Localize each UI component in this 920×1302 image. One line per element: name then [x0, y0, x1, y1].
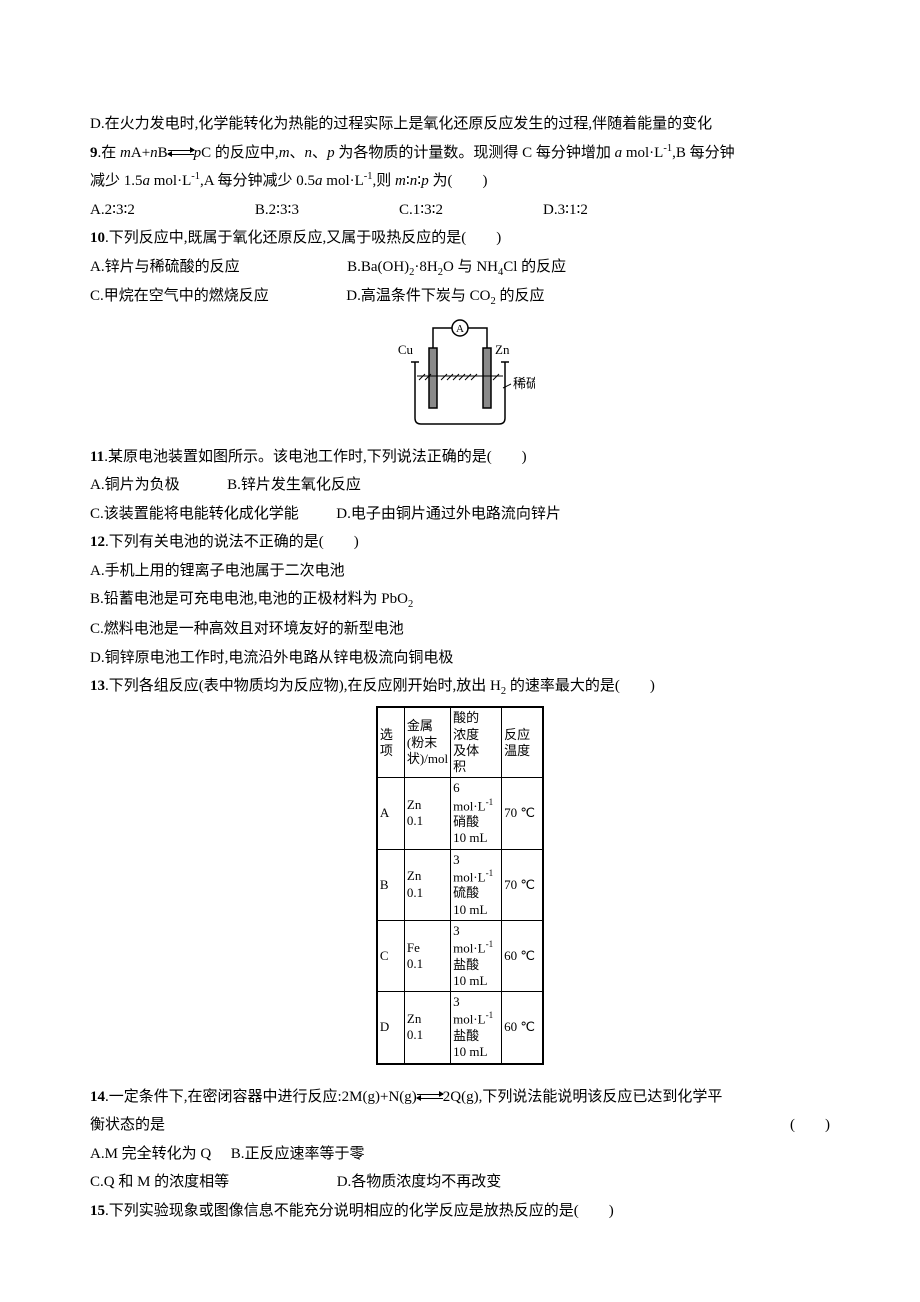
- q11-number: 11: [90, 449, 104, 465]
- q11-row-cd: C.该装置能将电能转化成化学能 D.电子由铜片通过外电路流向锌片: [90, 500, 830, 529]
- q12-stem: 12.下列有关电池的说法不正确的是( ): [90, 528, 830, 557]
- q9-opt-a: A.2∶3∶2: [90, 196, 135, 225]
- q13-cell: 60 ℃: [502, 992, 544, 1064]
- q9-stem: 9.在 mA+nBpC 的反应中,m、n、p 为各物质的计量数。现测得 C 每分…: [90, 139, 830, 168]
- ammeter-label: A: [456, 323, 464, 335]
- q9-options: A.2∶3∶2 B.2∶3∶3 C.1∶3∶2 D.3∶1∶2: [90, 196, 830, 225]
- q11-opt-d: D.电子由铜片通过外电路流向锌片: [336, 506, 561, 522]
- q10-opt-a: A.锌片与稀硫酸的反应: [90, 259, 240, 275]
- equilibrium-arrow-icon: [417, 1092, 443, 1102]
- q14-paren: ( ): [790, 1111, 830, 1140]
- q11-opt-b: B.锌片发生氧化反应: [227, 477, 361, 493]
- q13-cell: Zn0.1: [404, 778, 450, 849]
- q13-header: 反应温度: [502, 707, 544, 778]
- q13-number: 13: [90, 678, 105, 694]
- q10-opt-d: D.高温条件下炭与 CO2 的反应: [346, 288, 544, 304]
- q11-figure: A Cu Zn 稀硫酸: [90, 318, 830, 441]
- q13-cell: A: [377, 778, 405, 849]
- q12-number: 12: [90, 534, 105, 550]
- q14-opt-d: D.各物质浓度均不再改变: [337, 1174, 502, 1190]
- prev-option-d: D.在火力发电时,化学能转化为热能的过程实际上是氧化还原反应发生的过程,伴随着能…: [90, 110, 830, 139]
- q9-number: 9: [90, 145, 98, 161]
- q10-row-ab: A.锌片与稀硫酸的反应 B.Ba(OH)2·8H2O 与 NH4Cl 的反应: [90, 253, 830, 283]
- q13-header: 选项: [377, 707, 405, 778]
- q11-opt-a: A.铜片为负极: [90, 477, 180, 493]
- q13-stem: 13.下列各组反应(表中物质均为反应物),在反应刚开始时,放出 H2 的速率最大…: [90, 672, 830, 702]
- q13-table: 选项金属(粉末状)/mol酸的浓度及体积反应温度 AZn0.16mol·L-1 …: [376, 706, 544, 1064]
- q10-row-cd: C.甲烷在空气中的燃烧反应 D.高温条件下炭与 CO2 的反应: [90, 282, 830, 312]
- q13-cell: 70 ℃: [502, 778, 544, 849]
- q14-row-ab: A.M 完全转化为 Q B.正反应速率等于零: [90, 1140, 830, 1169]
- q9-opt-c: C.1∶3∶2: [399, 196, 443, 225]
- q14-stem: 14.一定条件下,在密闭容器中进行反应:2M(g)+N(g)2Q(g),下列说法…: [90, 1083, 830, 1112]
- q9-opt-d: D.3∶1∶2: [543, 196, 588, 225]
- q13-cell: Fe0.1: [404, 920, 450, 991]
- q13-header: 金属(粉末状)/mol: [404, 707, 450, 778]
- q12-opt-d: D.铜锌原电池工作时,电流沿外电路从锌电极流向铜电极: [90, 644, 830, 673]
- table-row: CFe0.13mol·L-1 盐酸10 mL60 ℃: [377, 920, 543, 991]
- q14-opt-a: A.M 完全转化为 Q: [90, 1146, 211, 1162]
- acid-label: 稀硫酸: [513, 376, 535, 391]
- equilibrium-arrow-icon: [168, 148, 194, 158]
- table-row: AZn0.16mol·L-1 硝酸10 mL70 ℃: [377, 778, 543, 849]
- q12-opt-c: C.燃料电池是一种高效且对环境友好的新型电池: [90, 615, 830, 644]
- q10-stem: 10.下列反应中,既属于氧化还原反应,又属于吸热反应的是( ): [90, 224, 830, 253]
- q13-cell: B: [377, 849, 405, 920]
- q15-number: 15: [90, 1203, 105, 1219]
- cu-label: Cu: [398, 342, 414, 357]
- q14-row-cd: C.Q 和 M 的浓度相等 D.各物质浓度均不再改变: [90, 1168, 830, 1197]
- q13-header: 酸的浓度及体积: [451, 707, 502, 778]
- q11-row-ab: A.铜片为负极 B.锌片发生氧化反应: [90, 471, 830, 500]
- q13-cell: 6mol·L-1 硝酸10 mL: [451, 778, 502, 849]
- q10-opt-c: C.甲烷在空气中的燃烧反应: [90, 288, 269, 304]
- q11-stem: 11.某原电池装置如图所示。该电池工作时,下列说法正确的是( ): [90, 443, 830, 472]
- zn-label: Zn: [495, 342, 510, 357]
- table-row: DZn0.13mol·L-1 盐酸10 mL60 ℃: [377, 992, 543, 1064]
- q12-opt-a: A.手机上用的锂离子电池属于二次电池: [90, 557, 830, 586]
- q13-cell: D: [377, 992, 405, 1064]
- q15-stem: 15.下列实验现象或图像信息不能充分说明相应的化学反应是放热反应的是( ): [90, 1197, 830, 1226]
- q9-opt-b: B.2∶3∶3: [255, 196, 299, 225]
- q14-number: 14: [90, 1089, 105, 1105]
- q13-cell: 3mol·L-1 盐酸10 mL: [451, 920, 502, 991]
- q13-cell: C: [377, 920, 405, 991]
- q14-opt-c: C.Q 和 M 的浓度相等: [90, 1174, 229, 1190]
- q11-opt-c: C.该装置能将电能转化成化学能: [90, 506, 299, 522]
- q12-opt-b: B.铅蓄电池是可充电电池,电池的正极材料为 PbO2: [90, 585, 830, 615]
- q14-opt-b: B.正反应速率等于零: [231, 1146, 365, 1162]
- q13-cell: Zn0.1: [404, 992, 450, 1064]
- q14-stem-line2: 衡状态的是 ( ): [90, 1111, 830, 1140]
- q13-cell: 3mol·L-1 硫酸10 mL: [451, 849, 502, 920]
- q10-number: 10: [90, 230, 105, 246]
- q13-cell: Zn0.1: [404, 849, 450, 920]
- q13-cell: 70 ℃: [502, 849, 544, 920]
- q13-cell: 60 ℃: [502, 920, 544, 991]
- q13-cell: 3mol·L-1 盐酸10 mL: [451, 992, 502, 1064]
- q10-opt-b: B.Ba(OH)2·8H2O 与 NH4Cl 的反应: [347, 259, 566, 275]
- table-row: BZn0.13mol·L-1 硫酸10 mL70 ℃: [377, 849, 543, 920]
- q9-stem-line2: 减少 1.5a mol·L-1,A 每分钟减少 0.5a mol·L-1,则 m…: [90, 167, 830, 196]
